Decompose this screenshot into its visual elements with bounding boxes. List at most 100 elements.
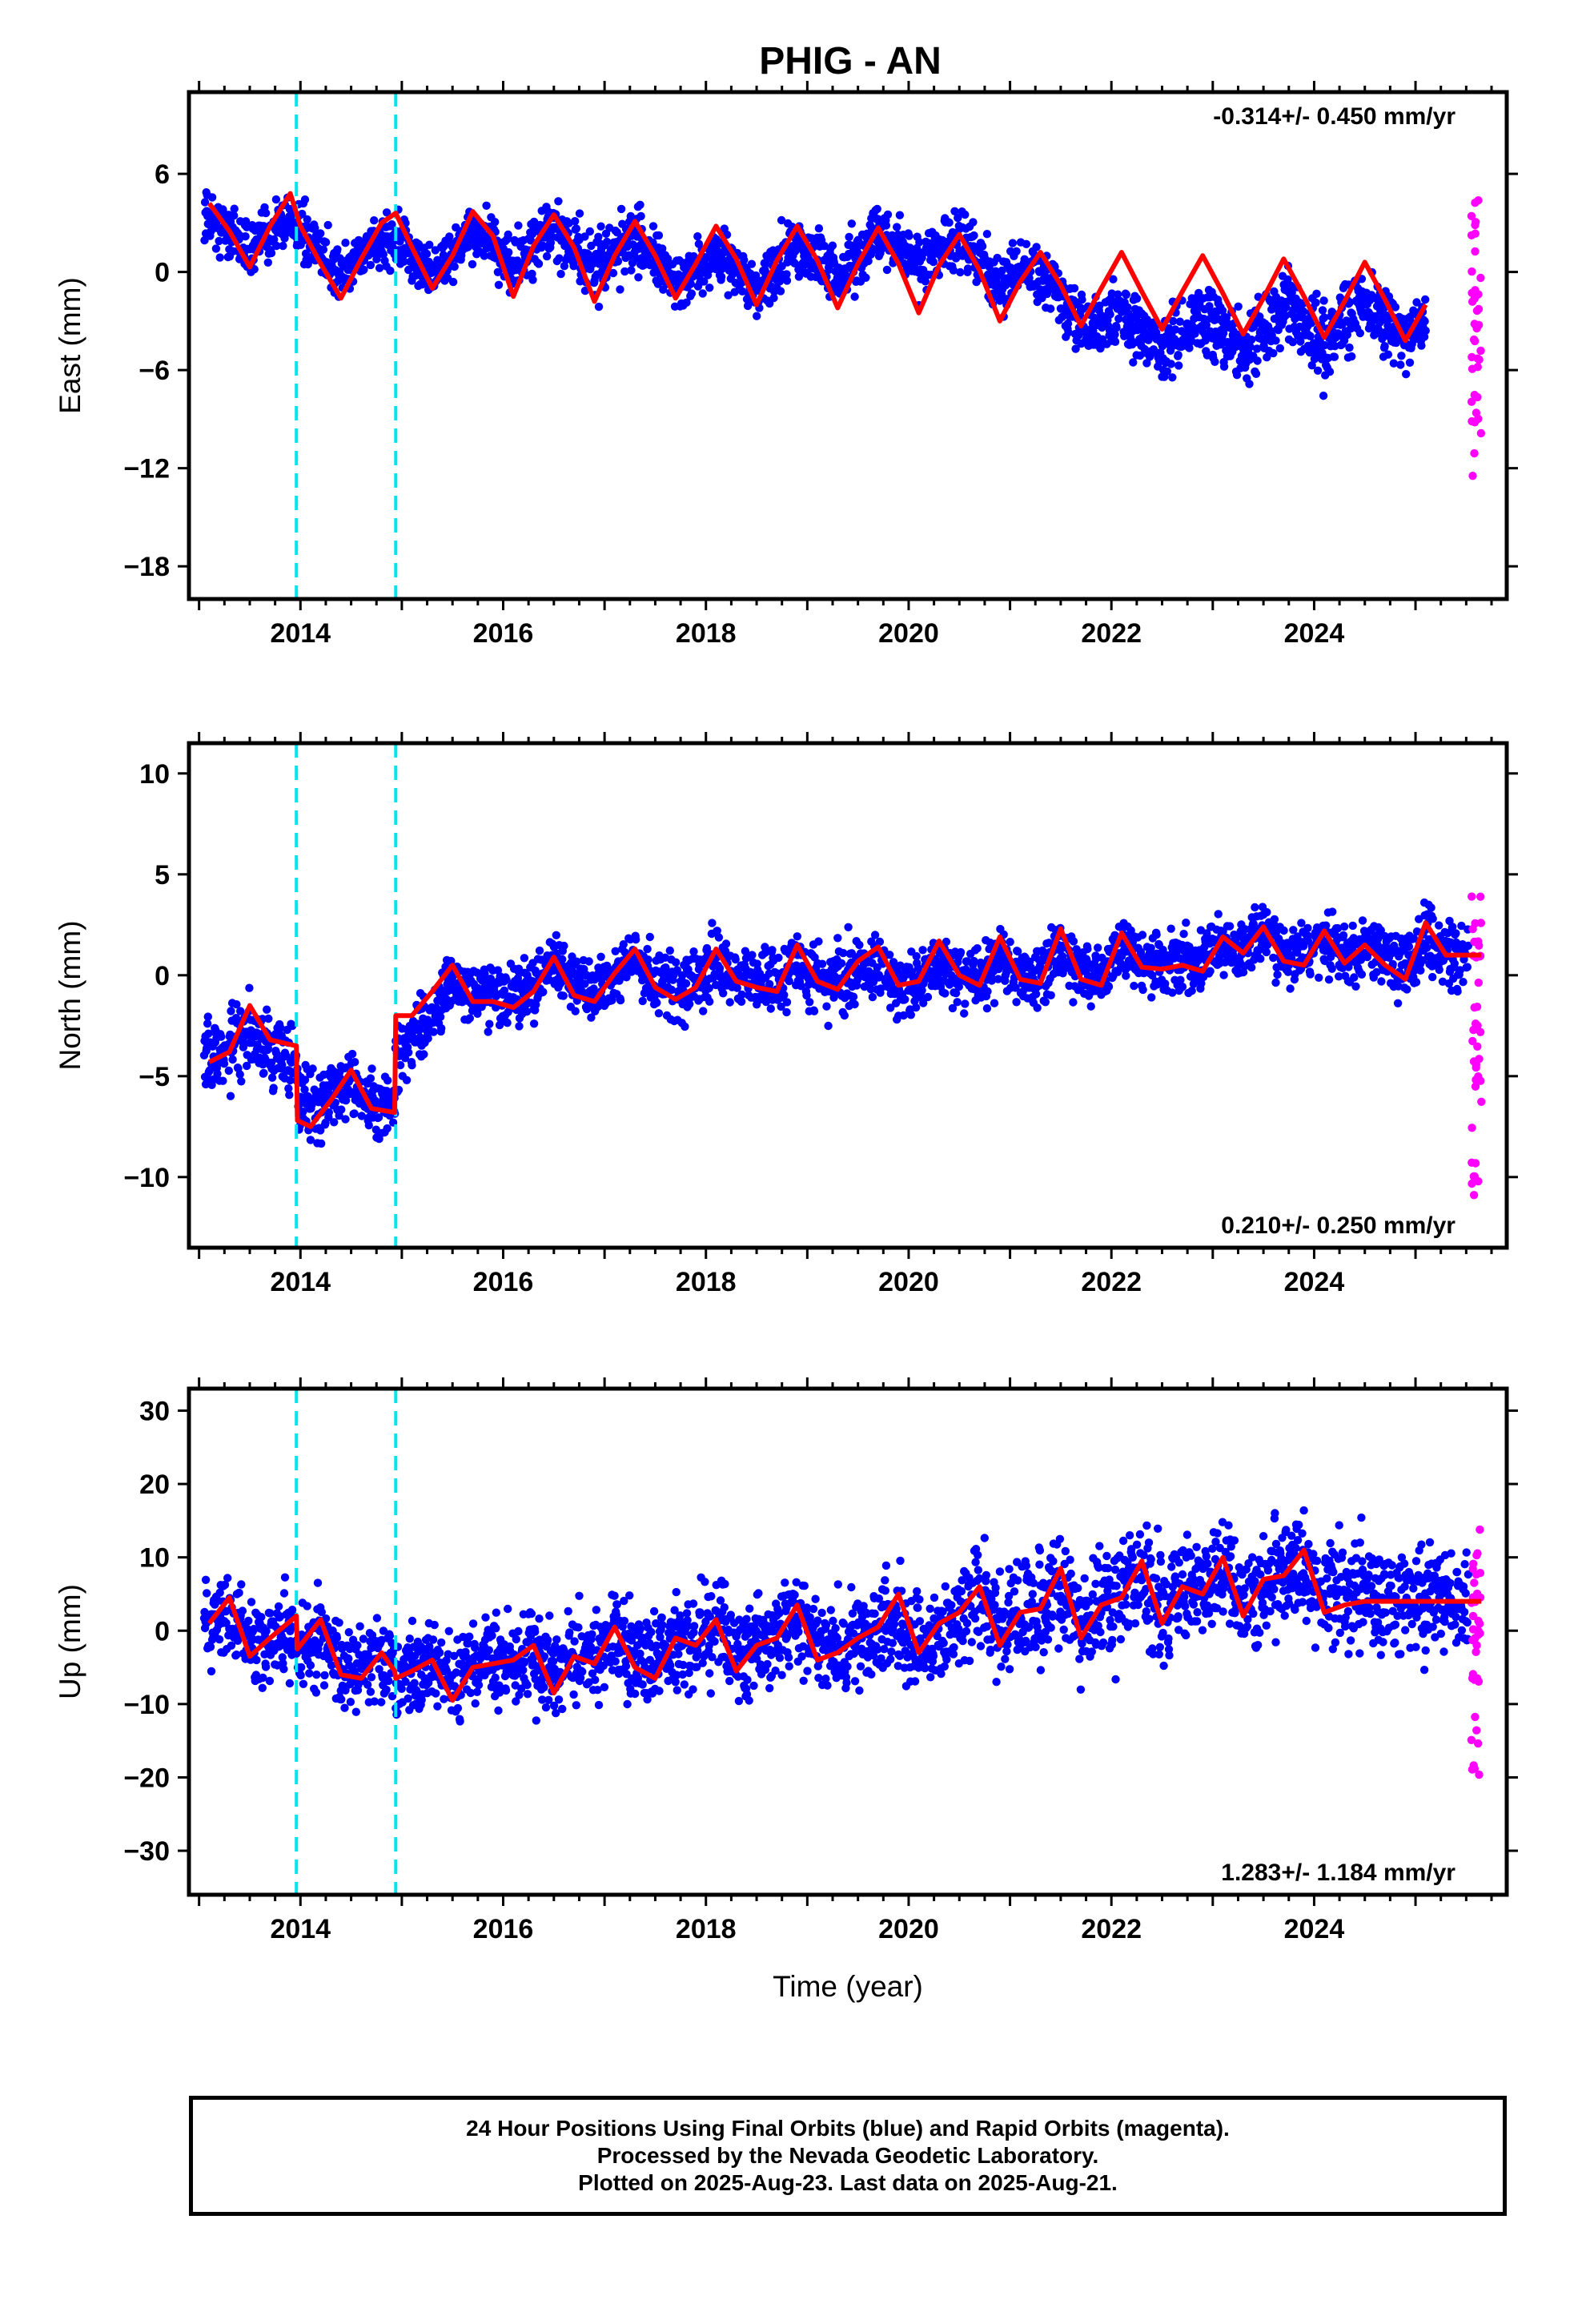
- final-orbit-point: [228, 1055, 237, 1064]
- final-orbit-point: [743, 301, 753, 311]
- final-orbit-point: [554, 197, 563, 206]
- final-orbit-point: [1202, 320, 1211, 330]
- rapid-orbit-point: [1467, 211, 1476, 220]
- final-orbit-point: [1006, 938, 1014, 947]
- rapid-orbit-point: [1468, 364, 1477, 373]
- final-orbit-point: [847, 219, 857, 228]
- final-orbit-point: [383, 1076, 392, 1085]
- final-orbit-point: [632, 935, 640, 944]
- final-orbit-point: [921, 277, 930, 286]
- final-orbit-point: [1161, 979, 1170, 988]
- rapid-orbit-point: [1471, 220, 1480, 230]
- final-orbit-point: [1439, 0, 1447, 4]
- final-orbit-point: [949, 266, 958, 275]
- final-orbit-point: [503, 1019, 512, 1027]
- north-plot-area: [199, 743, 1486, 1248]
- final-orbit-point: [596, 222, 605, 231]
- final-orbit-point: [1319, 296, 1328, 305]
- final-orbit-point: [382, 208, 391, 217]
- final-orbit-point: [1286, 281, 1295, 290]
- final-orbit-point: [1422, 0, 1430, 4]
- final-orbit-point: [1462, 0, 1470, 4]
- final-orbit-point: [1114, 314, 1123, 324]
- final-orbit-point: [1178, 983, 1187, 991]
- final-orbit-point: [793, 932, 801, 941]
- final-orbit-point: [1012, 998, 1021, 1007]
- final-orbit-point: [1063, 319, 1073, 328]
- final-orbit-point: [494, 280, 504, 289]
- final-orbit-point: [1078, 296, 1086, 304]
- final-orbit-point: [1434, 0, 1442, 4]
- final-orbit-point: [1456, 0, 1464, 4]
- final-orbit-point: [1448, 0, 1456, 4]
- final-orbit-point: [1094, 943, 1102, 952]
- final-orbit-point: [379, 250, 388, 259]
- final-orbit-point: [1246, 342, 1255, 352]
- final-orbit-point: [468, 259, 477, 269]
- final-orbit-point: [611, 947, 620, 956]
- final-orbit-point: [1083, 944, 1092, 954]
- final-orbit-point: [705, 983, 713, 993]
- final-orbit-point: [396, 1060, 405, 1070]
- final-orbit-point: [721, 939, 731, 948]
- final-orbit-point: [636, 200, 644, 209]
- final-orbit-point: [1287, 288, 1296, 297]
- final-orbit-point: [422, 249, 432, 259]
- final-orbit-point: [520, 954, 529, 963]
- final-orbit-point: [755, 969, 765, 979]
- final-orbit-point: [594, 232, 603, 241]
- final-orbit-point: [1046, 991, 1055, 1000]
- east-frame: [187, 90, 1509, 601]
- final-orbit-point: [681, 979, 691, 988]
- final-orbit-point: [1444, 0, 1452, 4]
- final-orbit-point: [386, 266, 395, 275]
- final-orbit-point: [436, 1012, 445, 1022]
- final-orbit-point: [881, 221, 891, 230]
- final-orbit-point: [1425, 0, 1433, 4]
- final-orbit-point: [559, 991, 568, 1000]
- final-orbit-point: [1182, 919, 1191, 927]
- final-orbit-point: [1427, 0, 1435, 4]
- rapid-orbit-point: [1471, 247, 1480, 256]
- final-orbit-point: [990, 999, 999, 1007]
- final-orbit-point: [1069, 998, 1078, 1007]
- final-orbit-point: [215, 253, 224, 262]
- final-orbit-point: [1325, 368, 1335, 376]
- final-orbit-point: [272, 241, 281, 251]
- final-orbit-point: [271, 195, 281, 204]
- final-orbit-point: [1430, 0, 1438, 4]
- final-orbit-point: [285, 1091, 294, 1100]
- final-orbit-point: [822, 1002, 831, 1011]
- final-orbit-point: [993, 253, 1002, 263]
- final-orbit-point: [580, 979, 589, 988]
- rapid-orbit-point: [1467, 397, 1476, 406]
- final-orbit-point: [1457, 0, 1465, 4]
- final-orbit-point: [748, 951, 757, 959]
- final-orbit-point: [1460, 0, 1468, 4]
- final-orbit-point: [1435, 0, 1443, 4]
- final-orbit-point: [785, 976, 793, 986]
- final-orbit-point: [941, 989, 950, 998]
- final-orbit-point: [1447, 0, 1455, 4]
- final-orbit-point: [1440, 0, 1448, 4]
- final-orbit-point: [341, 1096, 351, 1105]
- final-orbit-point: [1319, 392, 1328, 400]
- final-orbit-point: [585, 227, 594, 236]
- final-orbit-point: [1463, 0, 1471, 4]
- final-orbit-point: [950, 207, 959, 215]
- final-orbit-point: [1451, 0, 1459, 4]
- final-orbit-point: [569, 262, 578, 271]
- final-orbit-point: [1440, 0, 1448, 4]
- final-orbit-point: [1433, 0, 1441, 4]
- final-orbit-point: [1431, 0, 1439, 4]
- rapid-orbit-point: [1467, 231, 1476, 239]
- final-orbit-point: [1148, 971, 1157, 980]
- final-orbit-point: [539, 987, 548, 996]
- final-orbit-point: [912, 951, 921, 961]
- final-orbit-point: [1166, 924, 1175, 933]
- final-orbit-point: [424, 1034, 432, 1043]
- rapid-orbit-point: [1468, 267, 1476, 276]
- final-orbit-point: [969, 218, 978, 227]
- final-orbit-point: [1396, 360, 1405, 369]
- final-orbit-point: [954, 213, 962, 223]
